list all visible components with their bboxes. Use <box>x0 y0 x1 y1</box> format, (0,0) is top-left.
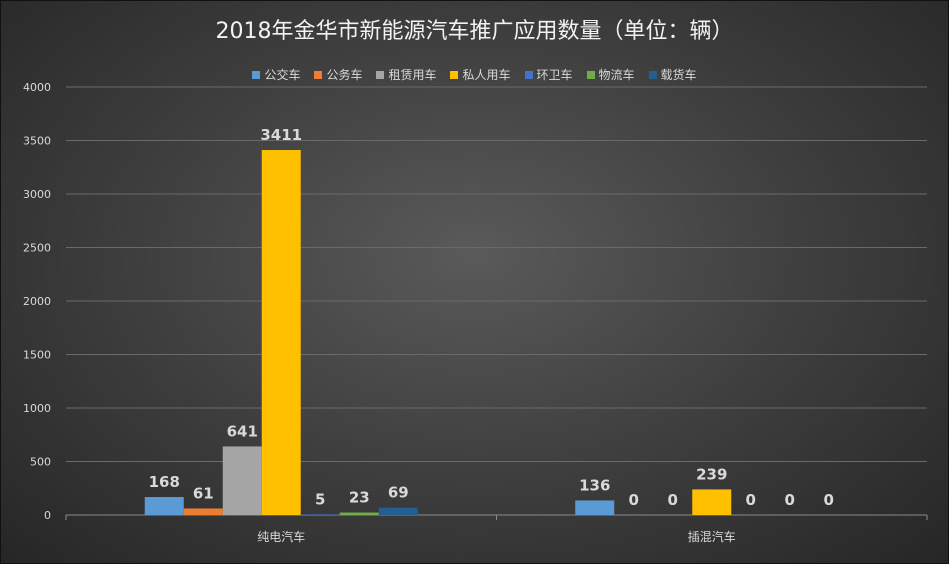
data-label: 0 <box>785 491 795 509</box>
data-label: 69 <box>388 484 409 502</box>
legend-item: 公务车 <box>314 66 362 83</box>
legend: 公交车 公务车 租赁用车 私人用车 环卫车 物流车 载货车 <box>1 66 948 83</box>
legend-item: 公交车 <box>252 66 300 83</box>
y-tick-label: 1500 <box>23 349 51 362</box>
data-label: 136 <box>579 476 610 494</box>
y-tick-label: 3500 <box>23 135 51 148</box>
legend-swatch <box>450 70 459 79</box>
legend-swatch <box>586 70 595 79</box>
legend-label: 环卫车 <box>536 68 573 82</box>
legend-swatch <box>252 70 261 79</box>
bar-私人用车 <box>692 489 732 515</box>
data-label: 0 <box>746 491 756 509</box>
data-label: 168 <box>149 473 180 491</box>
legend-label: 租赁用车 <box>388 68 437 82</box>
bar-公交车 <box>575 500 615 515</box>
y-tick-label: 1000 <box>23 402 51 415</box>
data-label: 3411 <box>260 126 302 144</box>
legend-swatch <box>648 70 657 79</box>
data-label: 5 <box>315 490 325 508</box>
bar-环卫车 <box>300 514 340 515</box>
legend-swatch <box>376 70 385 79</box>
bar-私人用车 <box>261 150 301 515</box>
bar-公务车 <box>183 508 223 515</box>
bar-载货车 <box>378 507 418 515</box>
legend-label: 公务车 <box>326 68 363 82</box>
legend-label: 载货车 <box>660 68 697 82</box>
data-label: 61 <box>193 484 214 502</box>
data-label: 239 <box>696 465 727 483</box>
x-tick-label: 插混汽车 <box>688 529 736 544</box>
legend-label: 物流车 <box>598 68 635 82</box>
legend-item: 租赁用车 <box>376 66 436 83</box>
data-label: 641 <box>227 422 258 440</box>
data-label: 23 <box>349 489 370 507</box>
bar-公交车 <box>144 497 184 515</box>
legend-item: 私人用车 <box>450 66 511 83</box>
data-label: 0 <box>629 491 639 509</box>
y-tick-label: 4000 <box>23 81 51 94</box>
bar-物流车 <box>339 512 379 515</box>
y-tick-label: 0 <box>44 509 51 522</box>
x-tick-label: 纯电汽车 <box>257 529 305 544</box>
data-label: 0 <box>668 491 678 509</box>
bar-租赁用车 <box>222 446 262 515</box>
chart-title: 2018年金华市新能源汽车推广应用数量（单位：辆） <box>215 19 734 44</box>
legend-label: 公交车 <box>264 68 301 82</box>
y-tick-label: 2000 <box>23 295 51 308</box>
data-label: 0 <box>824 491 834 509</box>
y-tick-label: 500 <box>30 456 51 469</box>
legend-item: 物流车 <box>586 66 635 83</box>
legend-swatch <box>314 70 323 79</box>
legend-label: 私人用车 <box>462 68 511 82</box>
y-tick-label: 3000 <box>23 188 51 201</box>
y-tick-label: 2500 <box>23 242 51 255</box>
legend-item: 环卫车 <box>524 66 573 83</box>
legend-swatch <box>524 70 533 79</box>
legend-item: 载货车 <box>648 66 697 83</box>
